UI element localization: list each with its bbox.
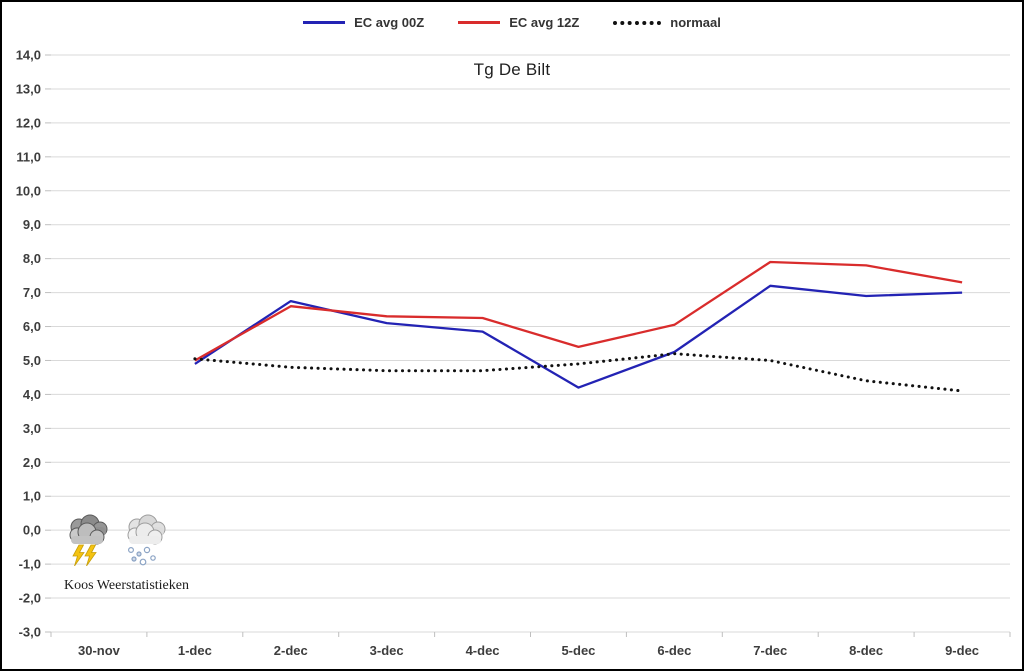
x-axis-label: 8-dec <box>849 643 883 658</box>
watermark: Koos Weerstatistieken <box>64 514 194 594</box>
series-line-ec-avg-00z <box>194 284 963 389</box>
x-axis-label: 30-nov <box>78 643 121 658</box>
x-axis-label: 2-dec <box>274 643 308 658</box>
x-axis-label: 6-dec <box>657 643 691 658</box>
y-axis-label: 13,0 <box>16 81 41 96</box>
x-axis-label: 3-dec <box>370 643 404 658</box>
legend-item-ec-avg-00z: EC avg 00Z <box>303 15 424 30</box>
legend-label: EC avg 12Z <box>509 15 580 30</box>
y-axis-label: 9,0 <box>23 217 41 232</box>
y-axis-label: 14,0 <box>16 48 41 63</box>
x-axis-label: 7-dec <box>753 643 787 658</box>
snow-cloud-icon <box>127 514 166 566</box>
x-axis-label: 9-dec <box>945 643 979 658</box>
legend-item-normaal: normaal <box>613 15 721 30</box>
watermark-text: Koos Weerstatistieken <box>64 578 189 593</box>
watermark-icons <box>64 514 194 566</box>
legend-item-ec-avg-12z: EC avg 12Z <box>458 15 579 30</box>
dotted-line-sample-icon <box>613 20 662 25</box>
y-axis-label: 12,0 <box>16 115 41 130</box>
red-line-sample-icon <box>458 21 501 24</box>
y-axis-label: -2,0 <box>19 591 41 606</box>
y-axis-label: 1,0 <box>23 489 41 504</box>
chart-legend: EC avg 00Z EC avg 12Z normaal <box>2 15 1022 30</box>
storm-cloud-lightning-icon <box>69 514 108 566</box>
y-axis-label: 8,0 <box>23 251 41 266</box>
y-axis-label: -3,0 <box>19 625 41 640</box>
y-axis-label: -1,0 <box>19 557 41 572</box>
y-axis-label: 2,0 <box>23 455 41 470</box>
series-line-ec-avg-12z <box>194 260 963 362</box>
y-axis-label: 6,0 <box>23 319 41 334</box>
y-axis-label: 11,0 <box>16 149 41 164</box>
x-axis-label: 4-dec <box>466 643 500 658</box>
series-line-normaal <box>193 352 964 393</box>
y-axis-label: 7,0 <box>23 285 41 300</box>
y-axis-label: 4,0 <box>23 387 41 402</box>
legend-label: normaal <box>670 15 721 30</box>
legend-label: EC avg 00Z <box>354 15 425 30</box>
y-axis-label: 10,0 <box>16 183 41 198</box>
y-axis-label: 0,0 <box>23 523 41 538</box>
y-axis-label: 5,0 <box>23 353 41 368</box>
x-axis-label: 1-dec <box>178 643 212 658</box>
y-axis-label: 3,0 <box>23 421 41 436</box>
chart-title: Tg De Bilt <box>473 60 551 79</box>
blue-line-sample-icon <box>303 21 346 24</box>
x-axis-label: 5-dec <box>561 643 595 658</box>
